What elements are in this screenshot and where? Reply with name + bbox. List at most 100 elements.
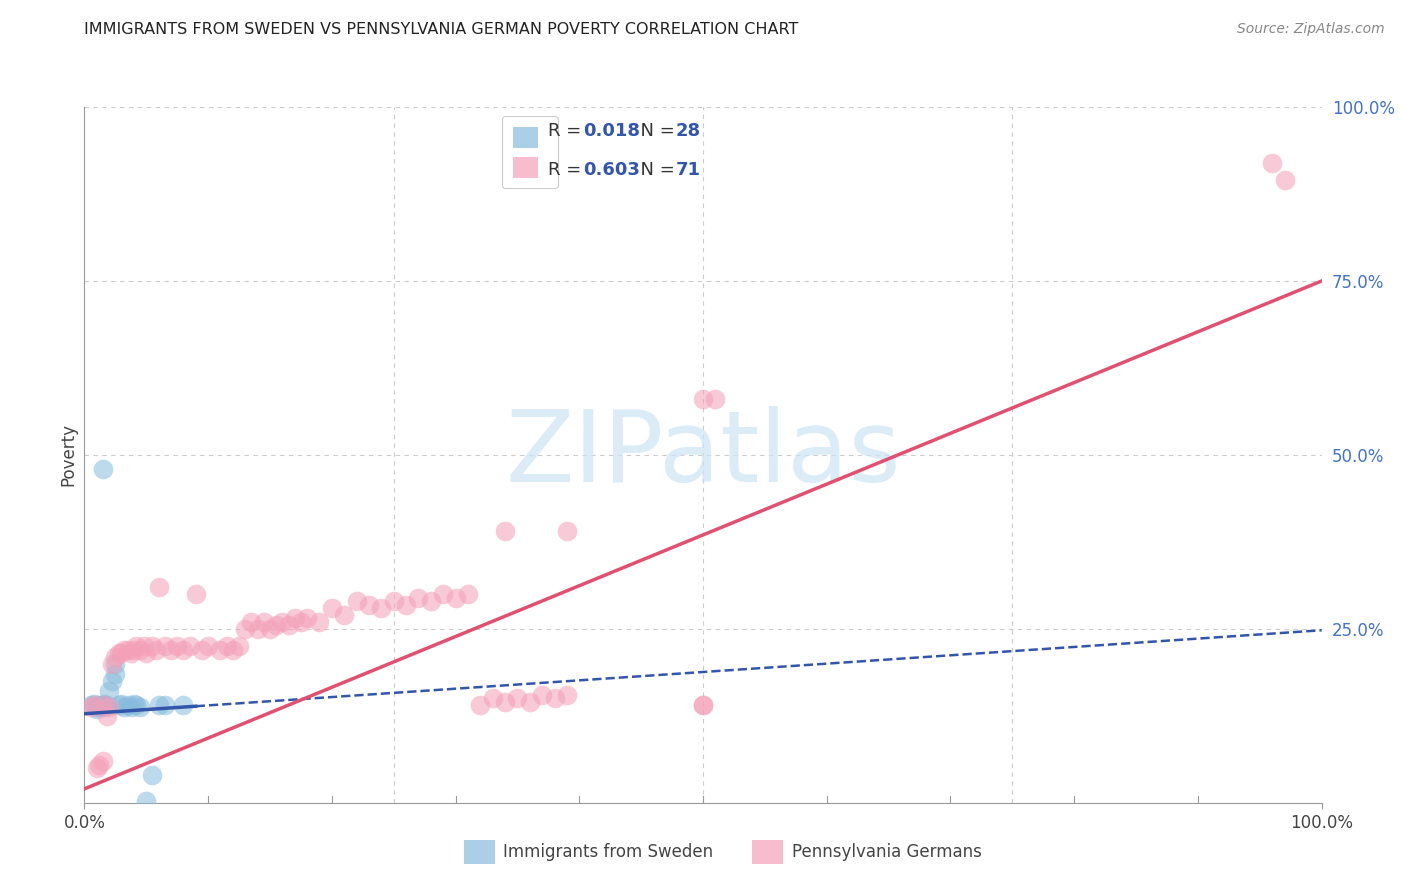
Point	[308, 615, 330, 629]
Point	[86, 761, 108, 775]
Text: R =: R =	[548, 161, 588, 178]
Point	[704, 392, 727, 407]
Point	[117, 698, 139, 713]
Point	[494, 524, 516, 539]
Point	[290, 615, 312, 629]
Point	[148, 698, 170, 713]
Y-axis label: Poverty: Poverty	[59, 424, 77, 486]
Point	[506, 691, 529, 706]
Point	[129, 699, 152, 714]
Point	[120, 699, 142, 714]
Point	[98, 684, 121, 698]
Point	[120, 646, 142, 660]
Point	[100, 657, 122, 671]
Point	[89, 757, 111, 772]
Point	[481, 691, 503, 706]
Point	[110, 646, 132, 660]
Point	[519, 695, 541, 709]
Point	[457, 587, 479, 601]
Point	[179, 639, 201, 653]
Point	[197, 639, 219, 653]
Point	[432, 587, 454, 601]
Point	[153, 639, 176, 653]
Point	[271, 615, 294, 629]
Point	[104, 657, 127, 671]
Point	[125, 698, 148, 713]
Point	[122, 642, 145, 657]
Text: N =: N =	[628, 122, 681, 140]
Point	[209, 642, 232, 657]
Point	[233, 622, 256, 636]
Point	[89, 699, 111, 714]
Point	[79, 699, 101, 714]
Text: 71: 71	[676, 161, 700, 178]
Point	[141, 768, 163, 782]
Point	[135, 794, 157, 808]
Point	[104, 649, 127, 664]
Point	[284, 611, 307, 625]
Text: 0.018: 0.018	[583, 122, 640, 140]
Point	[160, 642, 183, 657]
Point	[382, 594, 405, 608]
Point	[89, 698, 111, 713]
Point	[108, 646, 131, 660]
Point	[96, 698, 118, 713]
Point	[692, 698, 714, 713]
Point	[110, 697, 132, 711]
Point	[184, 587, 207, 601]
Legend: , : ,	[502, 116, 558, 188]
Point	[246, 622, 269, 636]
Point	[117, 642, 139, 657]
Point	[83, 697, 105, 711]
Point	[264, 618, 287, 632]
Text: Source: ZipAtlas.com: Source: ZipAtlas.com	[1237, 22, 1385, 37]
Point	[419, 594, 441, 608]
Text: R =: R =	[548, 122, 588, 140]
Point	[98, 699, 121, 714]
Bar	[464, 840, 495, 863]
Point	[108, 698, 131, 713]
Point	[253, 615, 276, 629]
Point	[531, 688, 554, 702]
Point	[86, 702, 108, 716]
Point	[408, 591, 430, 605]
Point	[100, 674, 122, 689]
Point	[135, 646, 157, 660]
Point	[228, 639, 250, 653]
Point	[277, 618, 299, 632]
Point	[555, 688, 578, 702]
Point	[96, 708, 118, 723]
Point	[93, 697, 115, 711]
Point	[122, 697, 145, 711]
Point	[79, 698, 101, 713]
Point	[295, 611, 318, 625]
Point	[259, 622, 281, 636]
Point	[370, 601, 392, 615]
Point	[93, 698, 115, 713]
Point	[91, 462, 114, 476]
Text: N =: N =	[628, 161, 681, 178]
Point	[215, 639, 238, 653]
Point	[1261, 155, 1284, 169]
Point	[357, 598, 380, 612]
Point	[112, 699, 135, 714]
Point	[444, 591, 467, 605]
Point	[543, 691, 565, 706]
Text: Pennsylvania Germans: Pennsylvania Germans	[792, 843, 981, 861]
Point	[555, 524, 578, 539]
Point	[333, 607, 356, 622]
Point	[94, 699, 117, 714]
Text: 0.603: 0.603	[583, 161, 640, 178]
Text: IMMIGRANTS FROM SWEDEN VS PENNSYLVANIA GERMAN POVERTY CORRELATION CHART: IMMIGRANTS FROM SWEDEN VS PENNSYLVANIA G…	[84, 22, 799, 37]
Point	[321, 601, 343, 615]
Point	[172, 642, 194, 657]
Point	[83, 698, 105, 713]
Point	[148, 580, 170, 594]
Text: 28: 28	[676, 122, 702, 140]
Text: Immigrants from Sweden: Immigrants from Sweden	[503, 843, 713, 861]
Point	[91, 698, 114, 713]
Bar	[752, 840, 783, 863]
Point	[692, 392, 714, 407]
Point	[145, 642, 167, 657]
Point	[91, 754, 114, 768]
